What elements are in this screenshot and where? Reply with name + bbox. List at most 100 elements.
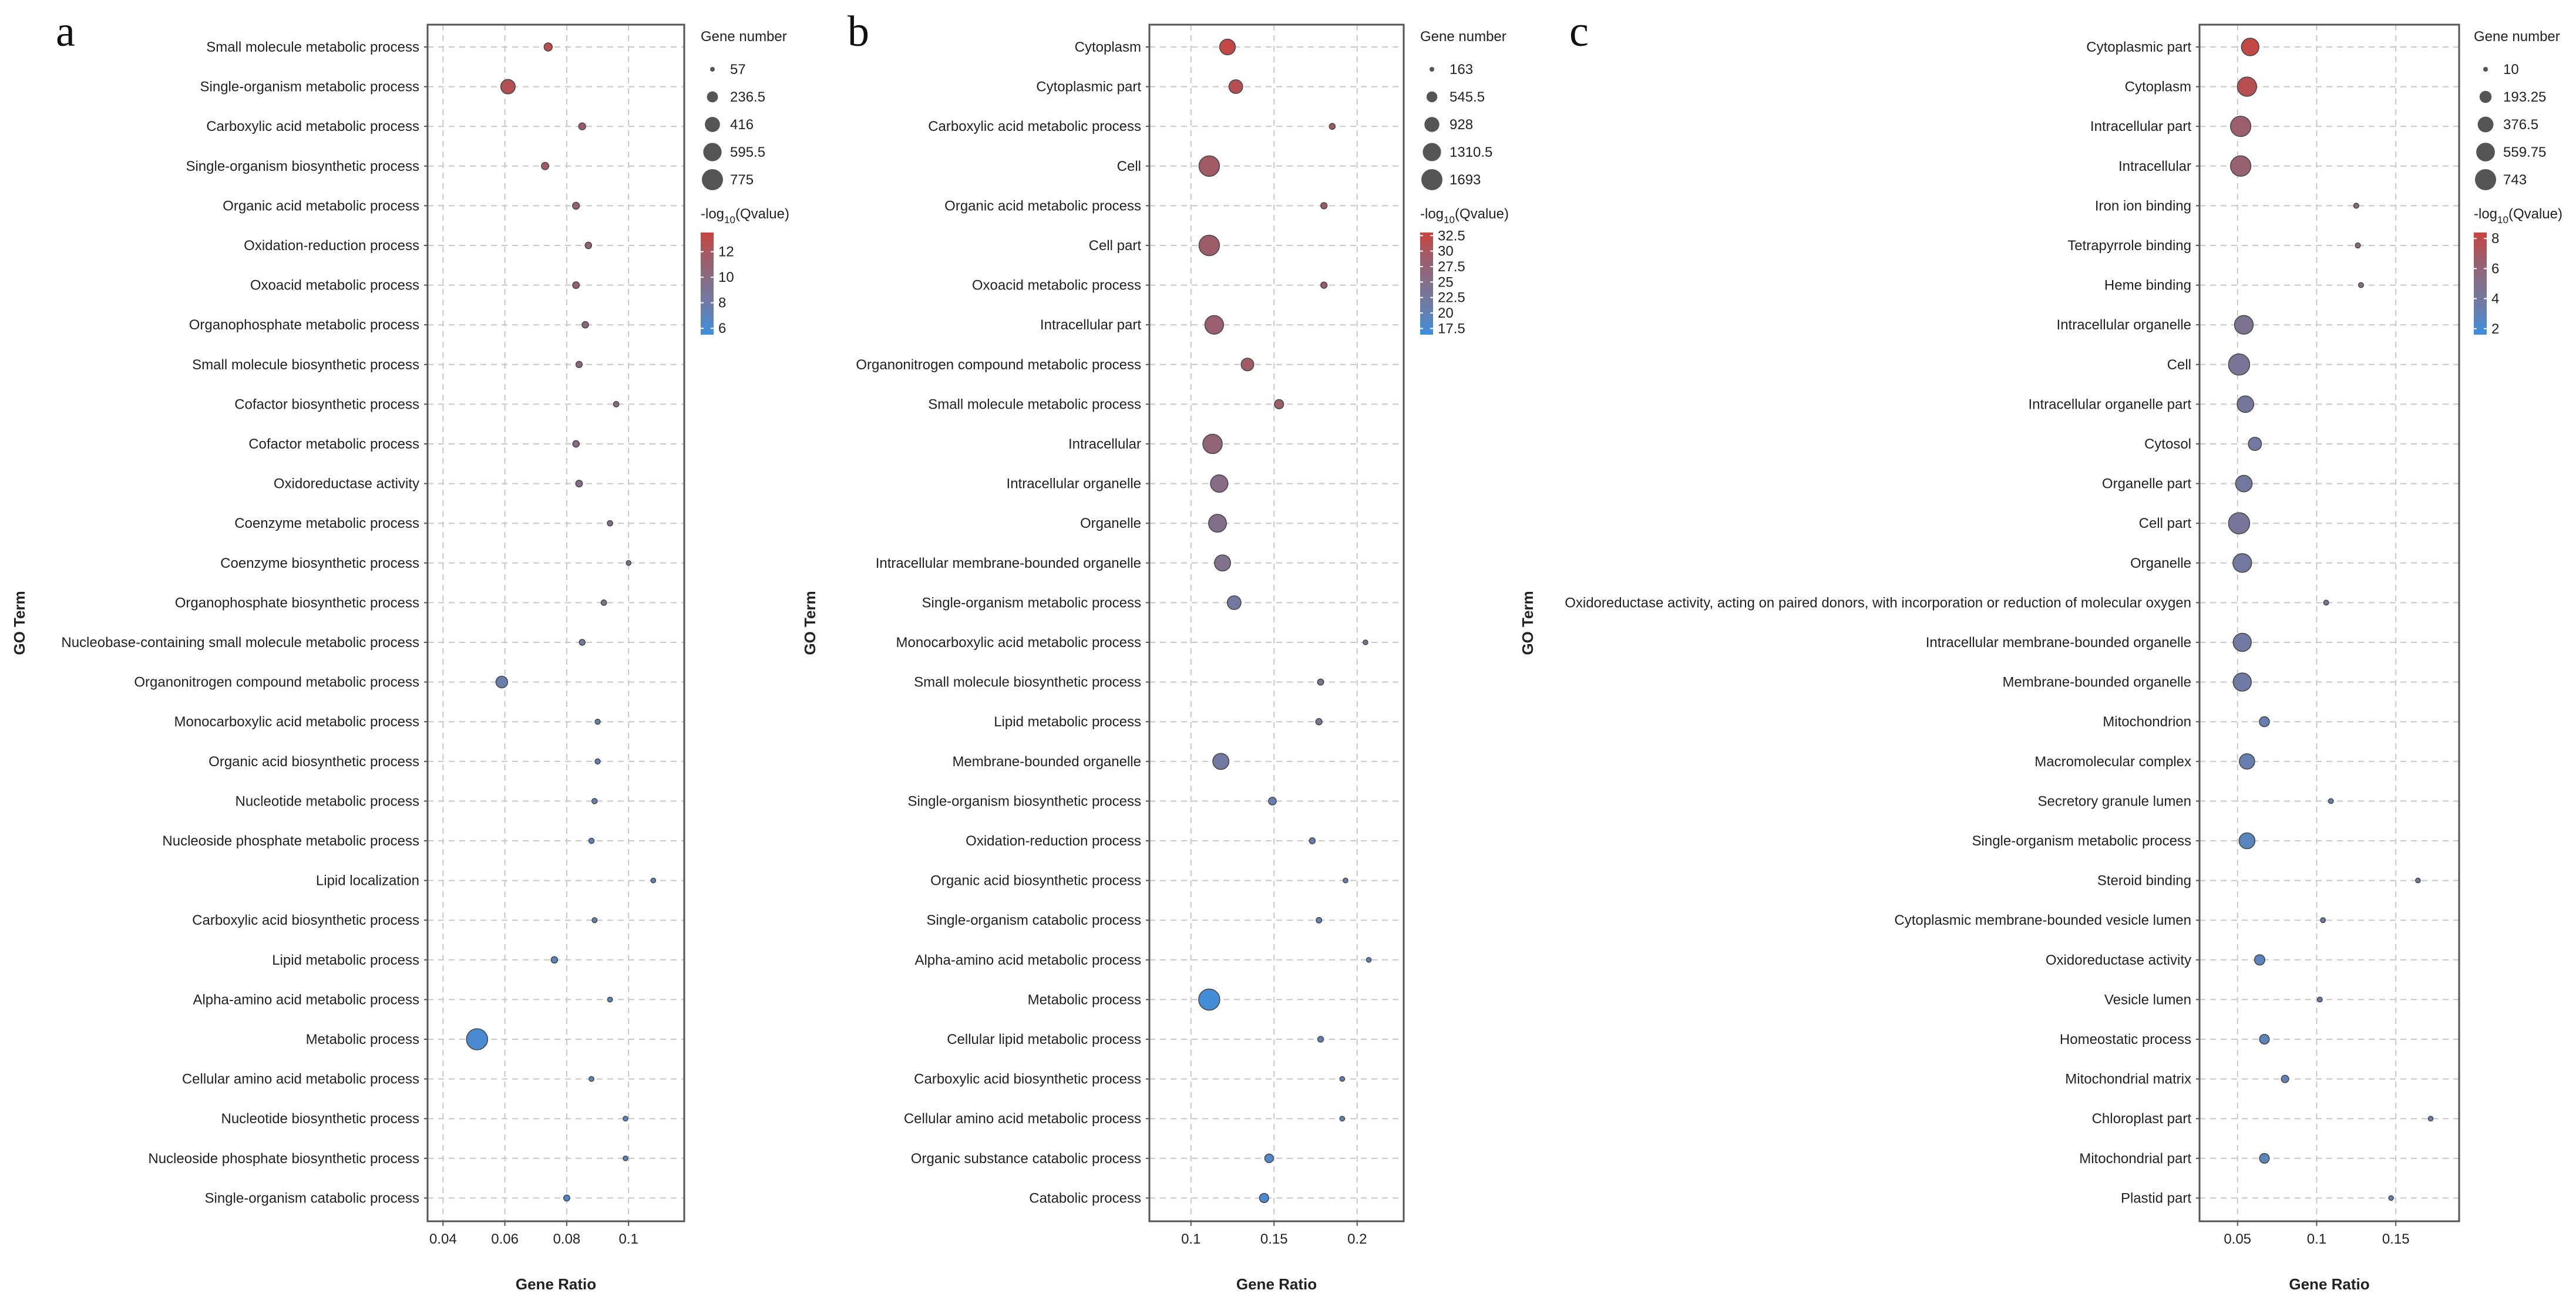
size-legend-dot	[710, 67, 715, 72]
data-point	[2237, 76, 2258, 97]
go-term-label: Oxidation-reduction process	[966, 833, 1141, 849]
size-legend-title: Gene number	[1420, 29, 1506, 45]
size-legend-label: 1310.5	[1450, 144, 1492, 160]
data-point	[575, 361, 583, 368]
x-tick-label: 0.06	[491, 1231, 519, 1247]
go-term-label: Organelle	[2130, 555, 2191, 571]
data-point	[1208, 514, 1227, 533]
go-term-label: Cytoplasmic membrane-bounded vesicle lum…	[1894, 912, 2191, 928]
go-term-label: Metabolic process	[306, 1032, 419, 1047]
go-term-label: Cytosol	[2144, 436, 2191, 452]
size-legend-dot	[705, 117, 720, 132]
data-point	[466, 1028, 489, 1050]
panel-b: b Cytoplasm Cytoplasmic part Carboxylic aci…	[801, 8, 1509, 1293]
data-point	[2328, 798, 2334, 804]
go-term-label: Cell part	[2139, 516, 2192, 531]
go-term-label: Cytoplasm	[1075, 39, 1141, 55]
go-term-label: Secretory granule lumen	[2038, 793, 2191, 809]
go-term-label: Iron ion binding	[2095, 198, 2191, 214]
size-legend-title: Gene number	[2474, 29, 2560, 45]
data-point	[600, 599, 607, 606]
data-point	[594, 719, 601, 725]
go-term-label: Cytoplasmic part	[2086, 39, 2191, 55]
data-point	[1320, 202, 1328, 210]
data-point	[1317, 1036, 1324, 1043]
size-legend-dot	[2479, 90, 2492, 103]
size-legend-dot	[1422, 143, 1441, 161]
go-term-label: Lipid localization	[316, 873, 419, 889]
go-term-label: Metabolic process	[1028, 992, 1141, 1008]
color-legend-label: 22.5	[1438, 290, 1465, 306]
size-legend-label: 743	[2503, 172, 2527, 188]
plot-frame	[426, 23, 685, 1222]
color-legend-title: -log10(Qvalue)	[2474, 206, 2562, 225]
size-legend-dot	[1421, 169, 1442, 190]
go-term-label: Oxidoreductase activity	[2046, 952, 2191, 968]
go-term-label: Monocarboxylic acid metabolic process	[896, 635, 1141, 651]
x-tick-label: 0.15	[1260, 1231, 1288, 1247]
data-point	[1259, 1193, 1269, 1204]
size-legend-label: 236.5	[730, 89, 765, 105]
go-term-label: Plastid part	[2121, 1190, 2191, 1206]
x-tick-label: 0.1	[619, 1231, 638, 1247]
go-term-label: Intracellular organelle part	[2029, 396, 2192, 412]
data-point	[584, 241, 593, 250]
data-point	[2388, 1195, 2394, 1201]
data-point	[607, 520, 614, 527]
go-term-label: Oxidation-reduction process	[244, 238, 419, 254]
data-point	[541, 161, 550, 170]
data-point	[1212, 753, 1230, 770]
data-point	[2259, 1033, 2270, 1045]
data-point	[613, 401, 620, 407]
data-point	[2415, 877, 2421, 884]
data-point	[607, 996, 613, 1003]
size-legend-label: 416	[730, 117, 754, 133]
go-term-label: Cell	[1117, 159, 1141, 174]
go-term-label: Monocarboxylic acid metabolic process	[174, 714, 419, 730]
go-term-label: Intracellular part	[2090, 119, 2191, 134]
data-point	[1219, 38, 1236, 56]
panel-letter: a	[56, 8, 75, 56]
go-term-label: Nucleoside phosphate biosynthetic proces…	[148, 1151, 419, 1167]
y-axis-title: GO Term	[11, 591, 28, 655]
go-term-label: Mitochondrion	[2103, 714, 2191, 730]
go-term-label: Alpha-amino acid metabolic process	[914, 952, 1141, 968]
go-term-label: Cytoplasm	[2125, 79, 2191, 95]
y-axis-title: GO Term	[801, 591, 819, 655]
data-point	[591, 917, 598, 924]
data-point	[572, 281, 580, 289]
data-point	[1317, 678, 1324, 686]
color-legend-label: 25	[1438, 274, 1454, 290]
go-term-label: Macromolecular complex	[2034, 754, 2191, 770]
go-term-label: Chloroplast part	[2092, 1111, 2192, 1127]
go-term-label: Carboxylic acid metabolic process	[206, 119, 419, 134]
data-point	[2248, 437, 2262, 451]
go-term-label: Carboxylic acid metabolic process	[928, 119, 1141, 134]
go-term-label: Organelle	[1080, 516, 1141, 531]
go-term-label: Organonitrogen compound metabolic proces…	[134, 675, 419, 690]
go-term-label: Carboxylic acid biosynthetic process	[192, 912, 419, 928]
data-point	[623, 1116, 628, 1121]
data-point	[1198, 155, 1220, 177]
go-term-label: Organelle part	[2102, 476, 2191, 492]
panel-letter: c	[1569, 8, 1589, 56]
data-point	[572, 440, 580, 448]
y-axis-title: GO Term	[1519, 591, 1536, 655]
go-term-label: Catabolic process	[1029, 1190, 1141, 1206]
color-legend-title: -log10(Qvalue)	[1420, 206, 1509, 225]
data-point	[1240, 358, 1255, 372]
data-point	[2427, 1116, 2434, 1121]
go-term-label: Coenzyme biosynthetic process	[220, 555, 419, 571]
size-legend-dot	[702, 169, 723, 190]
color-legend-label: 27.5	[1438, 259, 1465, 275]
go-term-label: Mitochondrial part	[2079, 1151, 2191, 1167]
data-point	[543, 42, 553, 52]
data-point	[1316, 917, 1323, 924]
go-term-label: Oxoacid metabolic process	[972, 278, 1141, 294]
data-point	[1366, 957, 1372, 963]
data-point	[495, 675, 509, 689]
size-legend-label: 10	[2503, 62, 2519, 78]
go-term-label: Cellular amino acid metabolic process	[904, 1111, 1141, 1127]
data-point	[2259, 716, 2270, 727]
